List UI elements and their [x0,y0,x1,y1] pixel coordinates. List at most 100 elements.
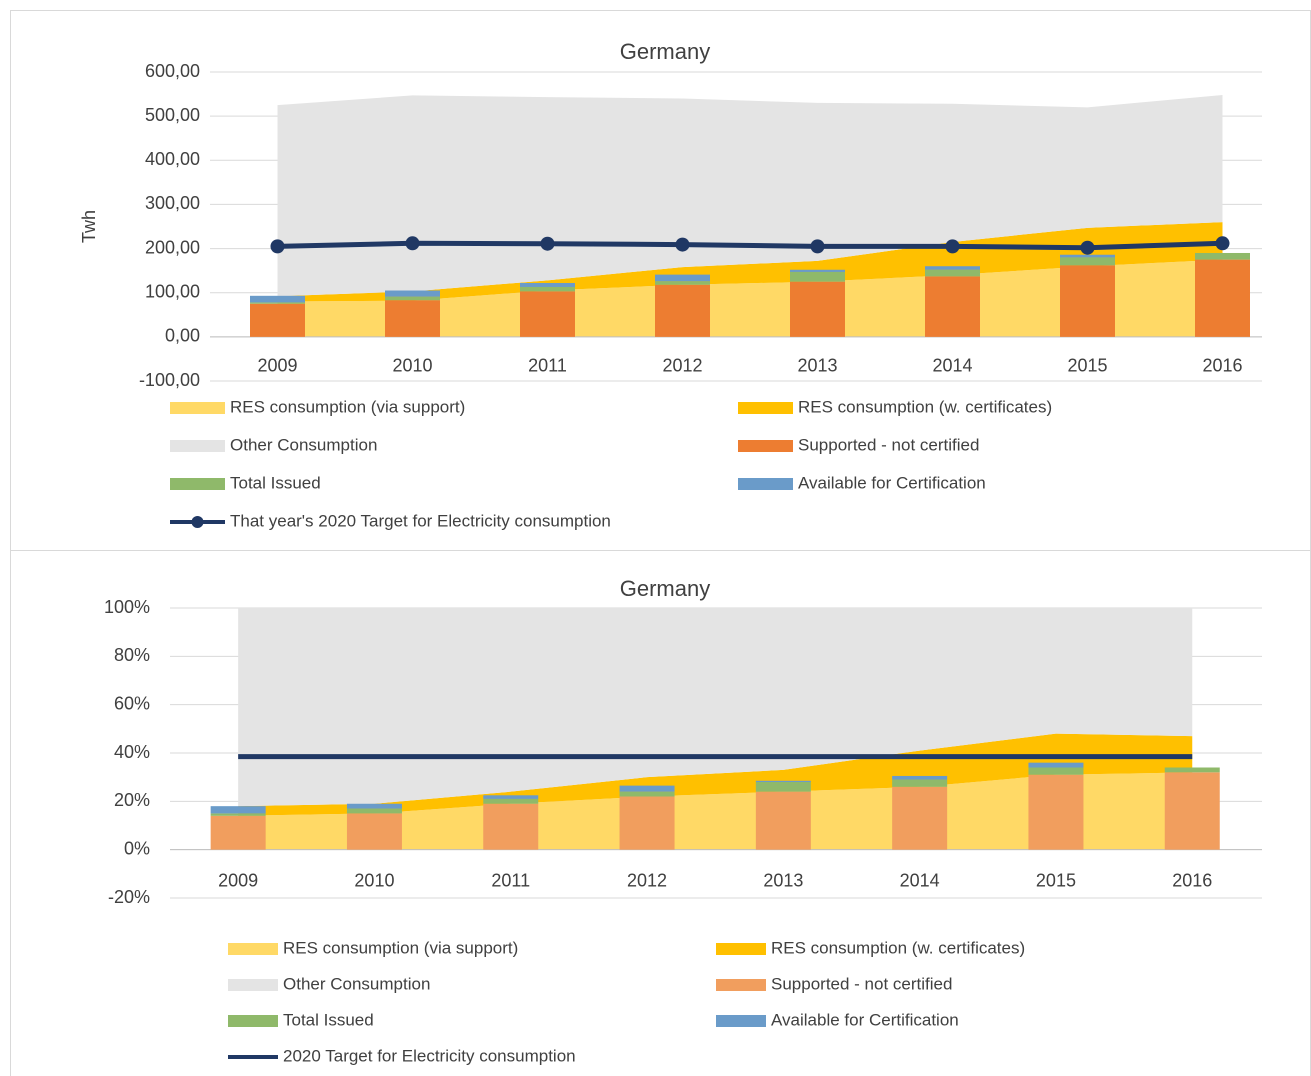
bar [483,798,539,804]
bar [892,786,948,850]
y-tick-label: 40% [114,742,150,762]
line [277,240,1223,251]
y-tick-label: 100% [104,597,150,617]
marker [1080,240,1095,255]
area [238,772,1193,850]
legend-label: Supported - not certified [798,435,979,454]
bar [925,269,980,277]
y-tick-label: 80% [114,645,150,665]
legend-label: RES consumption (via support) [283,938,518,957]
legend-swatch [228,943,278,955]
x-tick-label: 2014 [932,356,972,376]
y-tick-label: 400,00 [145,149,200,169]
bar [755,791,811,850]
legend-swatch [228,1015,278,1027]
bar [925,276,980,337]
legend-swatch [170,402,225,414]
y-tick-label: -100,00 [139,370,200,390]
bar [250,303,305,337]
bar [250,295,305,303]
bar [346,813,402,850]
legend-swatch [716,943,766,955]
legend-label: 2020 Target for Electricity consumption [283,1046,576,1065]
bar [520,291,575,337]
bar [755,780,811,782]
legend-label: RES consumption (via support) [230,397,465,416]
bar [1060,265,1115,337]
x-tick-label: 2010 [354,870,394,890]
chart-title: Germany [620,39,710,64]
x-tick-label: 2010 [392,356,432,376]
legend-label: That year's 2020 Target for Electricity … [230,511,611,530]
x-tick-label: 2009 [218,870,258,890]
marker [540,236,555,251]
legend-label: Total Issued [230,473,321,492]
bar [250,302,305,304]
bar [210,815,266,850]
bar [346,803,402,809]
legend-label: Other Consumption [230,435,377,454]
x-tick-label: 2016 [1172,870,1212,890]
y-tick-label: 300,00 [145,193,200,213]
legend-swatch [170,440,225,452]
y-tick-label: 600,00 [145,61,200,81]
x-tick-label: 2014 [900,870,940,890]
legend-label: RES consumption (w. certificates) [771,938,1025,957]
x-tick-label: 2013 [797,356,837,376]
bar [210,813,266,816]
bar [1028,767,1084,775]
y-tick-label: 200,00 [145,237,200,257]
marker [405,236,420,251]
legend-swatch [170,478,225,490]
y-tick-label: 20% [114,790,150,810]
bar [1164,772,1220,850]
area [277,259,1223,337]
bar [1028,774,1084,850]
bar [619,796,675,850]
chart-title: Germany [620,576,710,601]
y-axis-label: Twh [79,210,99,243]
bar [892,775,948,780]
bar [892,779,948,787]
legend-label: RES consumption (w. certificates) [798,397,1052,416]
legend-swatch [738,402,793,414]
bar [1060,254,1115,258]
bar [1060,257,1115,266]
y-tick-label: 0% [124,838,150,858]
bar [520,283,575,287]
bar [1028,762,1084,768]
bar [385,290,440,297]
bar [483,803,539,850]
bar [1195,252,1250,260]
bar [790,281,845,337]
bar [790,269,845,272]
marker [675,237,690,252]
bar [619,791,675,797]
bar [520,286,575,292]
legend-label: Total Issued [283,1010,374,1029]
x-tick-label: 2012 [627,870,667,890]
bar [385,296,440,301]
legend-swatch [738,440,793,452]
legend-swatch [716,1015,766,1027]
bar [655,274,710,282]
bar [790,271,845,282]
legend-label: Available for Certification [798,473,986,492]
legend-marker [191,516,204,528]
bar [925,266,980,270]
marker [1215,236,1230,251]
bar [483,795,539,799]
bar [346,808,402,814]
bar [1164,767,1220,773]
bar [210,806,266,814]
x-tick-label: 2009 [257,356,297,376]
legend-swatch [716,979,766,991]
y-tick-label: 500,00 [145,105,200,125]
legend-label: Available for Certification [771,1010,959,1029]
x-tick-label: 2011 [491,870,530,890]
bar [385,300,440,337]
x-tick-label: 2013 [763,870,803,890]
legend-label: Other Consumption [283,974,430,993]
marker [270,239,285,254]
